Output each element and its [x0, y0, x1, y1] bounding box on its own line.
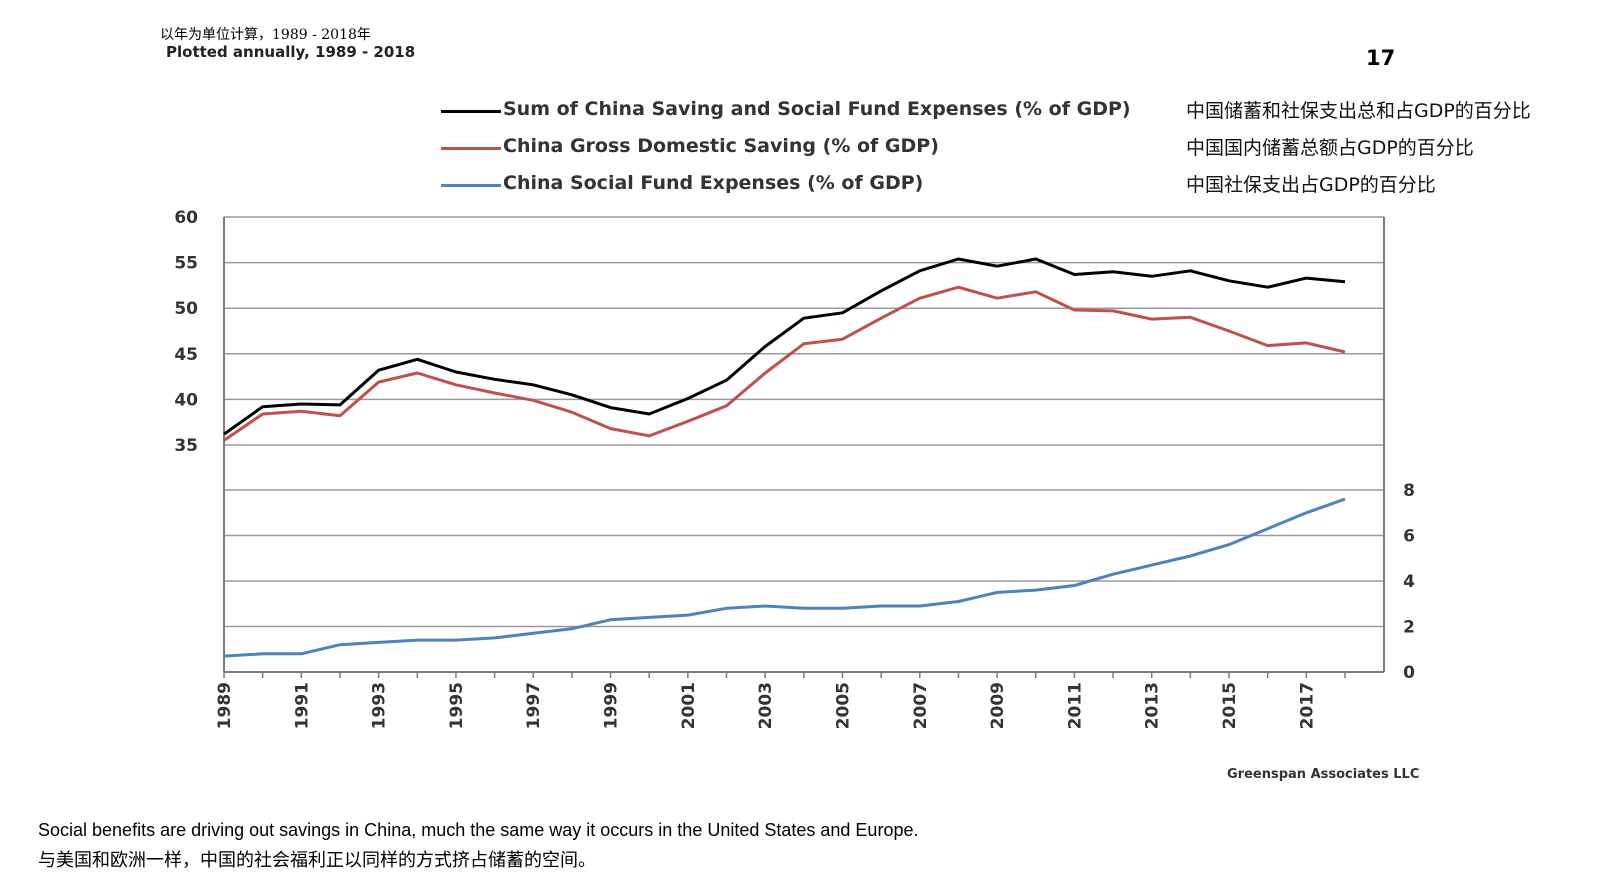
x-tick-label-1989: 1989: [215, 682, 235, 729]
x-tick-label-2003: 2003: [756, 682, 776, 729]
legend-label-sum: Sum of China Saving and Social Fund Expe…: [503, 98, 1131, 120]
series-lines: [223, 257, 1346, 658]
y-tick-right-4: 4: [1403, 572, 1415, 592]
y-tick-left-50: 50: [174, 299, 198, 319]
y-tick-left-55: 55: [174, 254, 198, 274]
x-tick-label-1997: 1997: [524, 682, 544, 729]
subtitle-cn: 以年为单位计算，1989 - 2018年: [160, 27, 371, 43]
y-tick-right-2: 2: [1403, 618, 1415, 638]
y-tick-left-35: 35: [174, 436, 198, 456]
y-tick-left-60: 60: [174, 208, 198, 228]
gridlines: [224, 216, 1384, 628]
axes: [223, 217, 1385, 678]
x-tick-label-2001: 2001: [679, 682, 699, 729]
x-tick-label-1995: 1995: [447, 682, 467, 729]
x-tick-label-2011: 2011: [1065, 682, 1085, 729]
caption-cn: 与美国和欧洲一样，中国的社会福利正以同样的方式挤占储蓄的空间。: [38, 850, 596, 871]
legend-label-social-cn: 中国社保支出占GDP的百分比: [1186, 174, 1436, 196]
subtitle-en: Plotted annually, 1989 - 2018: [166, 43, 416, 61]
y-tick-right-8: 8: [1403, 481, 1415, 501]
source-credit: Greenspan Associates LLC: [1227, 767, 1420, 782]
y-tick-left-40: 40: [174, 390, 198, 410]
y-tick-right-6: 6: [1403, 527, 1415, 547]
y-tick-right-0: 0: [1403, 663, 1415, 683]
legend-label-social: China Social Fund Expenses (% of GDP): [503, 172, 924, 194]
x-tick-label-2015: 2015: [1220, 682, 1240, 729]
page-number: 17: [1366, 46, 1396, 70]
x-tick-label-1993: 1993: [370, 682, 390, 729]
legend-label-saving-cn: 中国国内储蓄总额占GDP的百分比: [1186, 137, 1474, 159]
tick-labels: 35 40 45 50 55 60 0 2 4 6 8 1989 1991 1993 1995 1997 199…: [174, 208, 1415, 729]
caption-en: Social benefits are driving out savings …: [38, 820, 919, 840]
y-tick-left-45: 45: [174, 345, 198, 365]
legend-swatch-saving: [441, 147, 501, 150]
series-line-0: [223, 257, 1346, 436]
x-tick-label-2007: 2007: [911, 682, 931, 729]
x-tick-label-2017: 2017: [1297, 682, 1317, 729]
series-line-1: [223, 285, 1346, 442]
legend-swatch-social: [441, 184, 501, 187]
x-tick-label-2013: 2013: [1143, 682, 1163, 729]
x-tick-label-2005: 2005: [833, 682, 853, 729]
x-tick-label-1991: 1991: [292, 682, 312, 729]
x-tick-label-1999: 1999: [602, 682, 622, 729]
series-line-2: [223, 497, 1346, 658]
x-tick-label-2009: 2009: [988, 682, 1008, 729]
legend-label-sum-cn: 中国储蓄和社保支出总和占GDP的百分比: [1186, 100, 1531, 122]
legend-label-saving: China Gross Domestic Saving (% of GDP): [503, 135, 939, 157]
legend-swatch-sum: [441, 110, 501, 113]
